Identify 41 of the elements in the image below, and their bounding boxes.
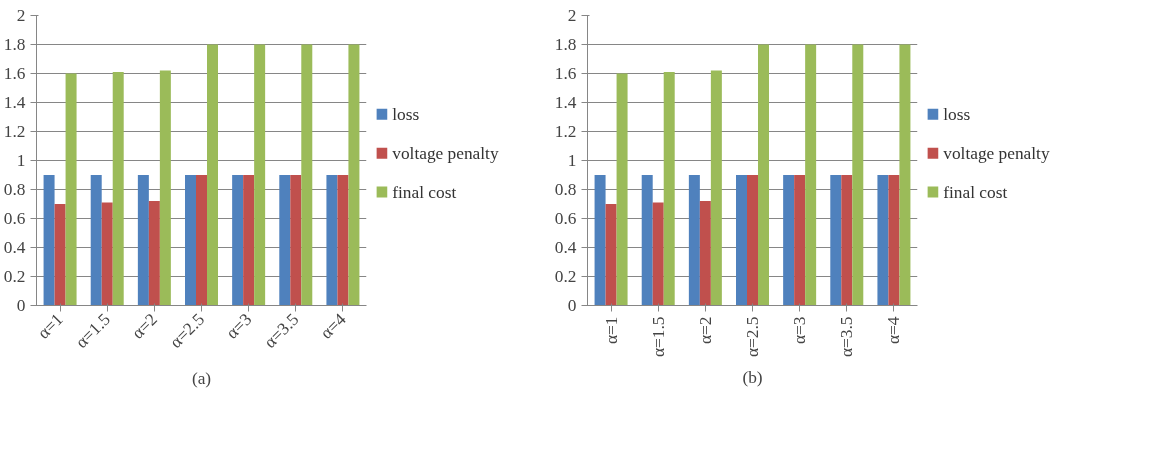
x-tick-label: α=3 (790, 316, 810, 345)
x-tick-label: α=2.5 (743, 316, 762, 358)
y-tick-label: 0.4 (554, 238, 577, 257)
y-tick-label: 2 (567, 6, 577, 25)
y-tick-label: 1.4 (3, 93, 26, 112)
legend-label: final cost (943, 182, 1008, 202)
y-tick-label: 1.2 (3, 122, 26, 141)
y-tick-label: 1.8 (3, 35, 26, 54)
y-tick-label: 0.6 (3, 209, 26, 228)
y-tick-label: 1.6 (3, 64, 26, 83)
y-tick-label: 1 (567, 151, 577, 170)
y-tick-label: 0 (16, 296, 26, 315)
x-tick-label: α=4 (316, 309, 350, 343)
y-tick-label: 1.8 (554, 35, 577, 54)
x-tick-label: α=3 (222, 309, 256, 343)
x-tick-label: α=1.5 (648, 316, 668, 358)
legend-label: voltage penalty (392, 143, 499, 163)
legend-label: voltage penalty (943, 143, 1050, 163)
y-tick-label: 0 (567, 296, 577, 315)
legend-label: final cost (392, 182, 457, 202)
x-tick-label: α=3.5 (837, 316, 857, 358)
y-tick-label: 0.8 (3, 180, 26, 199)
x-tick-label: α=4 (884, 316, 904, 345)
legend-label: loss (392, 104, 420, 124)
text: (a) (191, 368, 212, 388)
x-tick-label: α=1 (601, 316, 621, 345)
legend-label: loss (943, 104, 971, 124)
x-tick-label: α=2 (695, 316, 715, 345)
y-tick-label: 2 (16, 6, 26, 25)
x-tick-label: α=2 (128, 309, 162, 343)
y-tick-label: 1.2 (554, 122, 577, 141)
y-tick-label: 0.8 (554, 180, 577, 199)
text: (b) (742, 367, 763, 387)
y-tick-label: 0.2 (3, 267, 26, 286)
y-tick-label: 0.4 (3, 238, 26, 257)
x-tick-label: α=1 (33, 309, 67, 343)
y-tick-label: 1 (16, 151, 26, 170)
y-tick-label: 1.4 (554, 93, 577, 112)
y-tick-label: 0.2 (554, 267, 577, 286)
y-tick-label: 1.6 (554, 64, 577, 83)
y-tick-label: 0.6 (554, 209, 577, 228)
